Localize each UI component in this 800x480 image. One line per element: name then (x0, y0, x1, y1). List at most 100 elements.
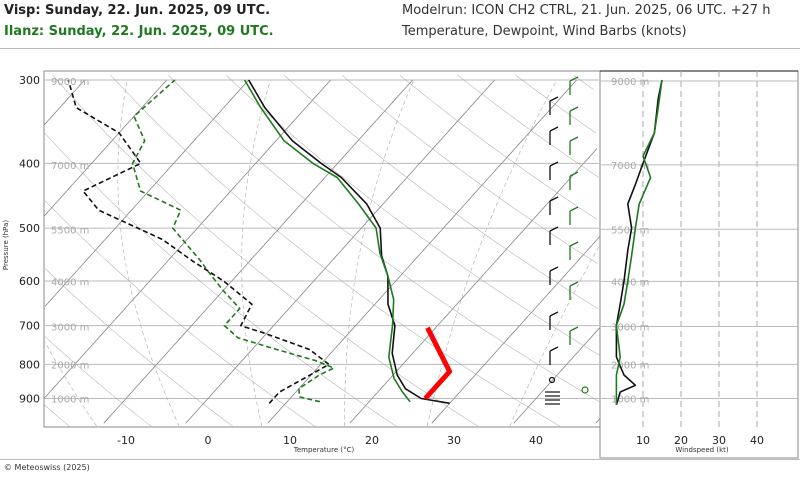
wind-barb (549, 161, 559, 180)
dry-adiabat-line (515, 74, 596, 134)
wind-altitude-label: 1000 m (611, 395, 649, 406)
header-divider (0, 48, 800, 49)
wind-calm-circle (548, 376, 556, 384)
ilanz-dewpoint-line (131, 79, 335, 403)
dry-adiabat-line (457, 74, 600, 178)
wind-barb (549, 266, 559, 285)
wind-barb-flag (569, 136, 579, 142)
wind-altitude-label: 9000 m (611, 77, 649, 88)
wind-barb-flag (569, 206, 579, 212)
altitude-label: 3000 m (51, 322, 89, 333)
ilanz-temperature-line (243, 79, 411, 403)
wind-barb-flag (569, 76, 579, 82)
dry-adiabat-line (45, 268, 233, 427)
temperature-tick-label: -10 (117, 434, 135, 447)
wind-altitude-label: 4000 m (611, 277, 649, 288)
dry-adiabat-line (44, 132, 397, 427)
isotherm-line (595, 418, 601, 424)
wind-barb (549, 346, 559, 365)
site2-title: Ilanz: Sunday, 22. Jun. 2025, 09 UTC. (4, 24, 274, 39)
footer-divider (0, 459, 800, 460)
temperature-tick-label: 10 (283, 434, 297, 447)
visp-windspeed-line (615, 79, 663, 406)
pressure-tick-label: 700 (19, 320, 40, 333)
moist-adiabat-line (241, 79, 271, 427)
wind-barb (569, 171, 579, 190)
altitude-label: 7000 m (51, 161, 89, 172)
wind-altitude-label: 7000 m (611, 161, 649, 172)
wind-barb-flag (569, 171, 579, 177)
temperature-tick-label: 30 (447, 434, 461, 447)
wind-barb-flag (569, 326, 579, 332)
wind-altitude-label: 5500 m (611, 225, 649, 236)
isotherm-line (43, 79, 331, 399)
wind-barb (569, 326, 579, 345)
dry-adiabat-line (226, 74, 600, 356)
wind-barb (549, 311, 559, 330)
wind-altitude-label: 3000 m (611, 322, 649, 333)
dry-adiabat-line (43, 335, 152, 427)
moist-adiabat-line (117, 79, 180, 427)
wind-barb (549, 226, 559, 245)
wind-barb-flag (549, 311, 559, 317)
wind-barb (549, 126, 559, 145)
wind-barb-flag (569, 281, 579, 287)
altitude-label: 4000 m (51, 277, 89, 288)
wind-barb (569, 136, 579, 155)
copyright-notice: © Meteoswiss (2025) (4, 463, 90, 472)
dry-adiabat-line (44, 200, 315, 427)
wind-barb (549, 196, 559, 215)
wind-barb (569, 206, 579, 225)
parameter-description: Temperature, Dewpoint, Wind Barbs (knots… (402, 24, 687, 39)
dry-adiabat-line (44, 404, 70, 427)
temperature-tick-label: 0 (205, 434, 212, 447)
temperature-axis-label: Temperature (°C) (293, 446, 355, 454)
pressure-axis-label: Pressure (hPa) (2, 220, 10, 270)
dry-adiabat-line (110, 74, 560, 427)
altitude-label: 9000 m (51, 77, 89, 88)
windspeed-tick-label: 10 (636, 434, 650, 447)
isotherm-line (44, 79, 249, 307)
pressure-tick-label: 900 (19, 393, 40, 406)
wind-barb-flag (569, 241, 579, 247)
wind-barb-flag (549, 96, 559, 102)
isotherm-line (431, 236, 600, 424)
wind-barb (569, 281, 579, 300)
dry-adiabat-line (341, 74, 598, 264)
moist-adiabat-line (509, 244, 600, 427)
windspeed-axis-label: Windspeed (kt) (675, 446, 728, 454)
altitude-label: 2000 m (51, 360, 89, 371)
dry-adiabat-line (283, 74, 598, 309)
wind-barb-flag (549, 266, 559, 272)
temperature-tick-label: 40 (529, 434, 543, 447)
pressure-tick-label: 300 (19, 74, 40, 87)
wind-barb-flag (549, 196, 559, 202)
windspeed-tick-label: 20 (674, 434, 688, 447)
wind-barb-flag (549, 346, 559, 352)
isotherm-line (349, 148, 598, 424)
altitude-label: 5500 m (51, 225, 89, 236)
ilanz-windspeed-line (615, 79, 663, 405)
isotherm-line (513, 327, 601, 424)
wind-altitude-label: 2000 m (611, 360, 649, 371)
model-run-info: Modelrun: ICON CH2 CTRL, 21. Jun. 2025, … (402, 3, 771, 18)
pressure-tick-label: 800 (19, 358, 40, 371)
visp-dewpoint-line (67, 79, 330, 404)
dry-adiabat-line (52, 74, 479, 427)
wind-barb (549, 96, 559, 115)
wind-barb-flag (549, 226, 559, 232)
dry-adiabat-line (168, 74, 600, 402)
pressure-tick-label: 400 (19, 157, 40, 170)
altitude-label: 1000 m (51, 395, 89, 406)
dry-adiabat-line (399, 74, 597, 220)
site1-title: Visp: Sunday, 22. Jun. 2025, 09 UTC. (4, 3, 271, 18)
wind-barb-flag (549, 126, 559, 132)
windspeed-tick-label: 40 (750, 434, 764, 447)
isotherm-line (44, 79, 85, 125)
moist-adiabat-line (344, 79, 414, 427)
windspeed-tick-label: 30 (712, 434, 726, 447)
pressure-tick-label: 600 (19, 275, 40, 288)
wind-barb-flag (549, 161, 559, 167)
parcel-profile-line (423, 326, 453, 401)
